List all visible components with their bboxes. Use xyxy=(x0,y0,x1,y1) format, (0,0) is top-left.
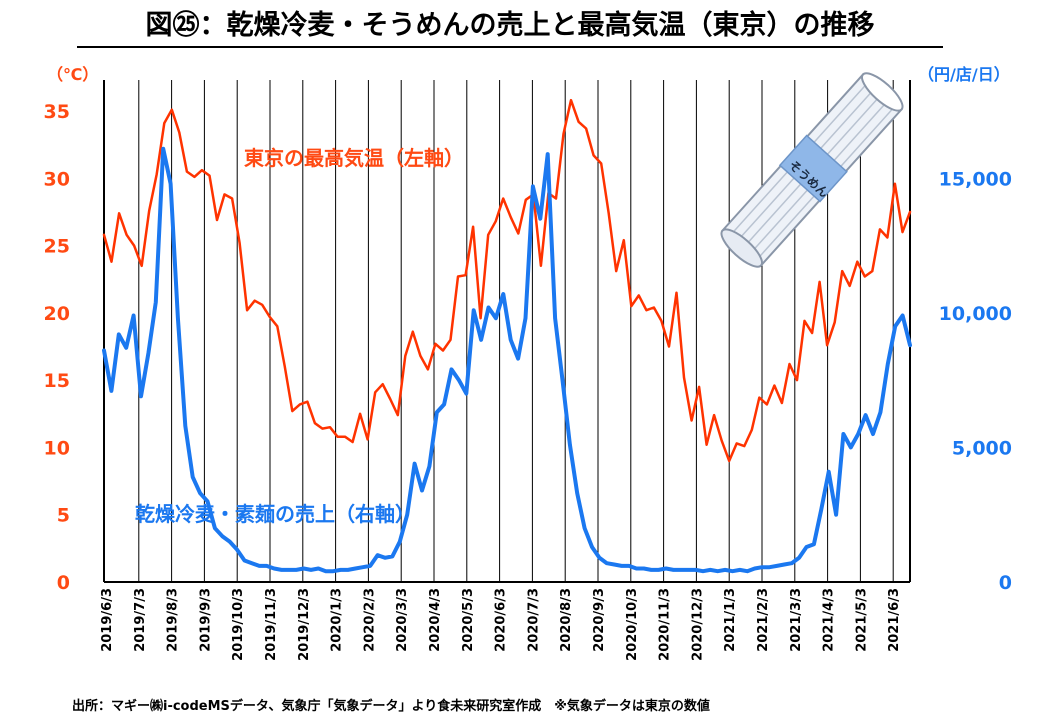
x-tick-label: 2020/8/3 xyxy=(559,588,574,652)
sales-line xyxy=(102,146,912,574)
x-tick-label: 2020/11/3 xyxy=(658,588,673,661)
x-tick-label: 2020/3/3 xyxy=(395,588,410,652)
x-tick-label: 2020/1/3 xyxy=(330,588,345,652)
x-tick-label: 2019/10/3 xyxy=(231,588,246,661)
source-note: 出所：マギー㈱i-codeMSデータ、気象庁「気象データ」より食未来研究室作成 … xyxy=(72,698,710,714)
x-tick-label: 2021/1/3 xyxy=(723,588,738,652)
left-tick-label: 10 xyxy=(44,437,70,459)
left-tick-label: 5 xyxy=(57,505,70,527)
left-tick-label: 0 xyxy=(57,572,70,594)
right-axis-unit: （円/店/日） xyxy=(918,65,1010,84)
sales-series-annotation: 乾燥冷麦・素麺の売上（右軸） xyxy=(135,502,415,526)
x-tick-label: 2020/7/3 xyxy=(526,588,541,652)
x-tick-label: 2021/5/3 xyxy=(854,588,869,652)
left-tick-label: 30 xyxy=(44,168,70,190)
right-tick-label: 0 xyxy=(999,572,1012,594)
chart-title: 図㉕：乾燥冷麦・そうめんの売上と最高気温（東京）の推移 xyxy=(146,9,875,41)
x-tick-label: 2019/12/3 xyxy=(297,588,312,661)
x-tick-label: 2021/4/3 xyxy=(822,588,837,652)
temp-series-annotation: 東京の最高気温（左軸） xyxy=(244,146,464,170)
x-tick-label: 2020/12/3 xyxy=(690,588,705,661)
x-tick-label: 2020/10/3 xyxy=(625,588,640,661)
left-axis-unit: （℃） xyxy=(47,65,98,84)
left-axis-ticks: 0 5 10 15 20 25 30 35 xyxy=(44,101,70,594)
x-tick-label: 2020/4/3 xyxy=(428,588,443,652)
x-tick-label: 2021/3/3 xyxy=(789,588,804,652)
x-tick-label: 2021/6/3 xyxy=(887,588,902,652)
left-tick-label: 15 xyxy=(44,370,70,392)
right-tick-label: 10,000 xyxy=(939,303,1012,325)
x-tick-label: 2019/9/3 xyxy=(198,588,213,652)
x-tick-label: 2020/5/3 xyxy=(461,588,476,652)
x-tick-label: 2019/11/3 xyxy=(264,588,279,661)
x-tick-label: 2019/6/3 xyxy=(100,588,115,652)
right-tick-label: 15,000 xyxy=(939,168,1012,190)
x-tick-label: 2020/6/3 xyxy=(494,588,509,652)
left-tick-label: 25 xyxy=(44,236,70,258)
right-tick-label: 5,000 xyxy=(952,437,1012,459)
left-tick-label: 20 xyxy=(44,303,70,325)
x-tick-label: 2019/7/3 xyxy=(133,588,148,652)
right-axis-ticks: 0 5,000 10,000 15,000 xyxy=(939,168,1012,594)
x-tick-label: 2019/8/3 xyxy=(166,588,181,652)
temperature-line xyxy=(102,98,912,463)
x-tick-label: 2020/9/3 xyxy=(592,588,607,652)
x-tick-label: 2021/2/3 xyxy=(756,588,771,652)
left-tick-label: 35 xyxy=(44,101,70,123)
x-tick-label: 2020/2/3 xyxy=(362,588,377,652)
somen-bundle-icon xyxy=(720,72,904,268)
x-axis-ticks: 2019/6/3 2019/7/3 2019/8/3 2019/9/3 2019/10/… xyxy=(100,588,902,661)
